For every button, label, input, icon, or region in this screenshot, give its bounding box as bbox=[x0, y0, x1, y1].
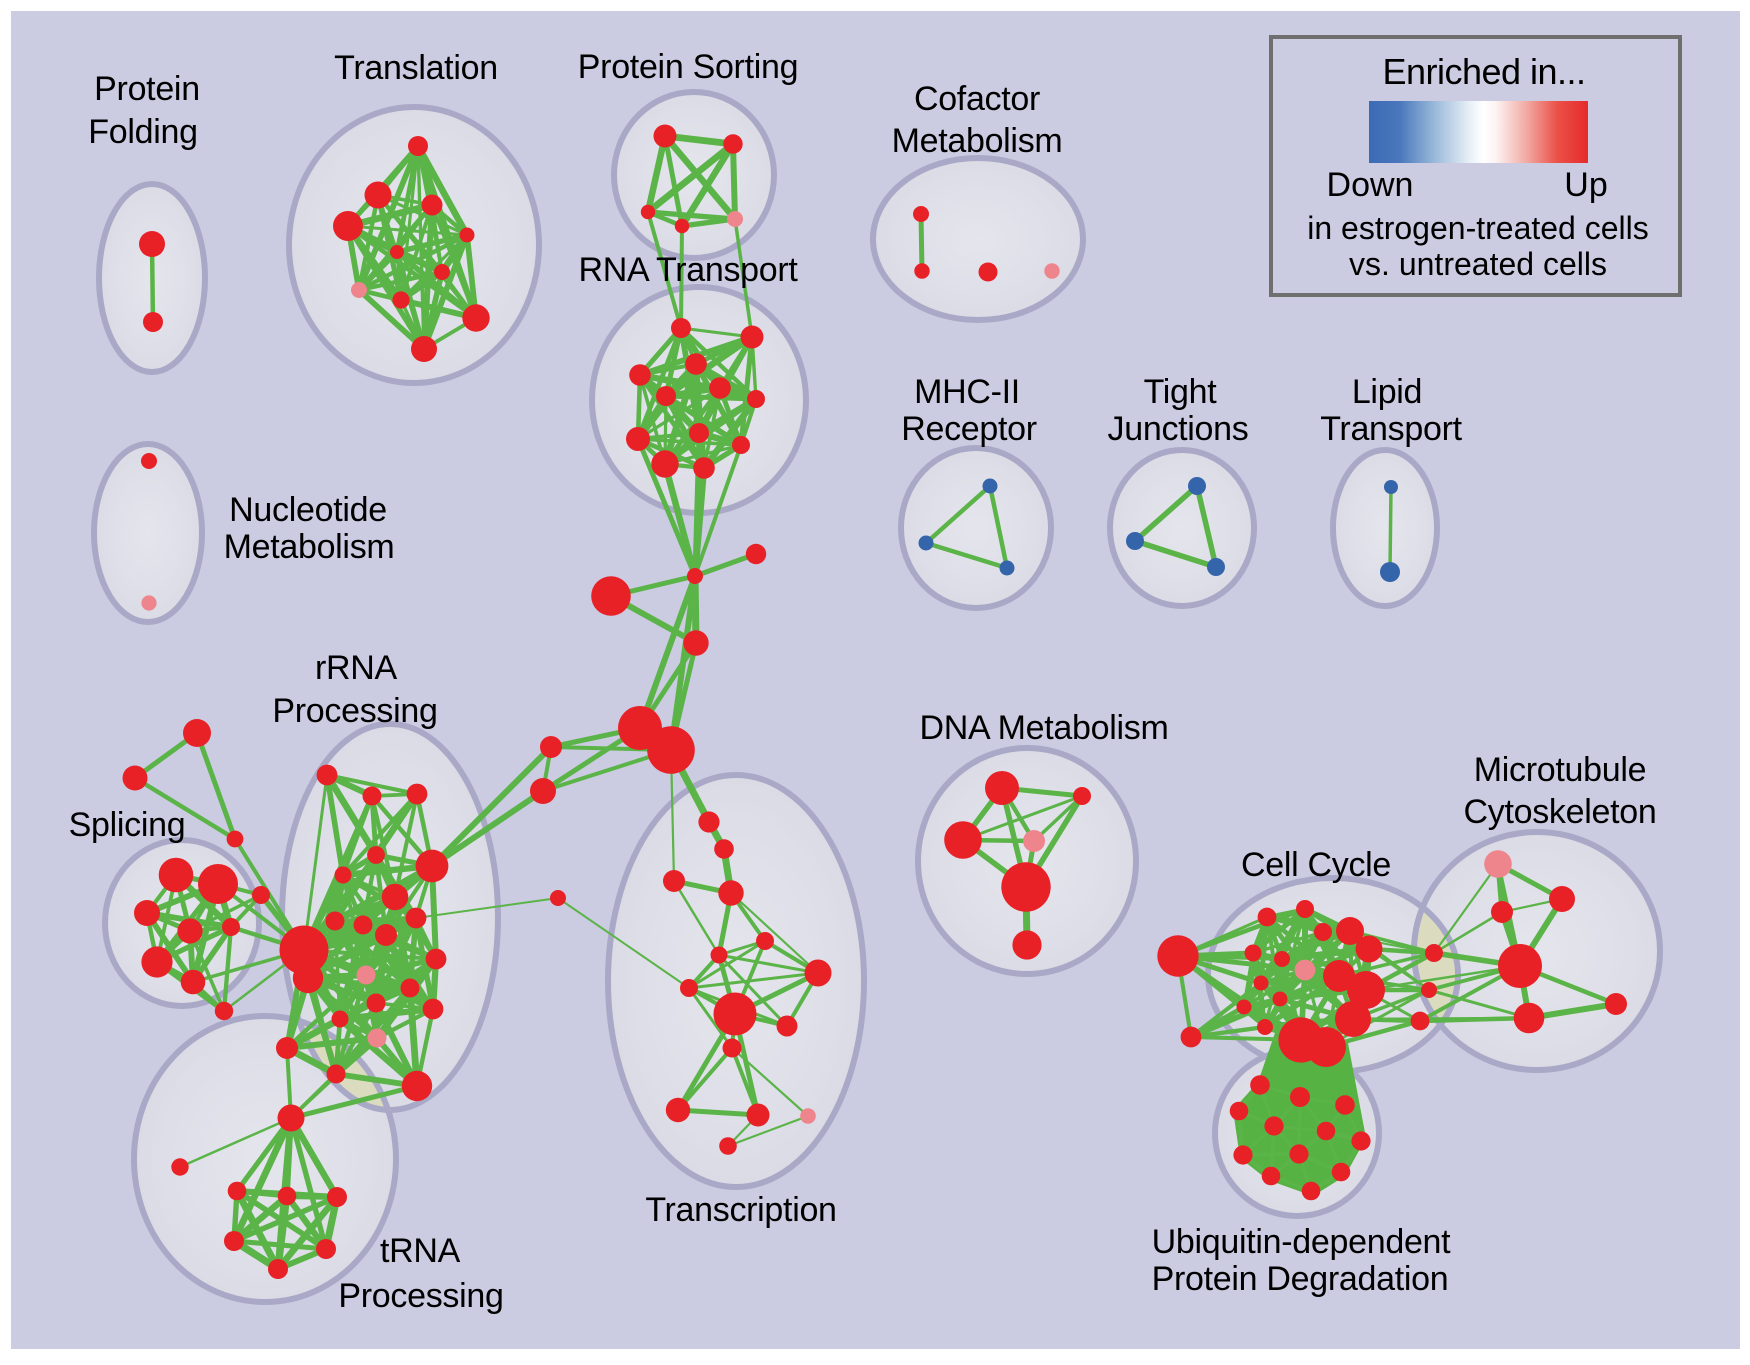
svg-text:Splicing: Splicing bbox=[69, 806, 186, 844]
svg-text:Cell Cycle: Cell Cycle bbox=[1241, 846, 1391, 884]
svg-text:Metabolism: Metabolism bbox=[892, 122, 1063, 160]
svg-text:Protein Degradation: Protein Degradation bbox=[1152, 1260, 1449, 1298]
svg-text:Nucleotide: Nucleotide bbox=[229, 491, 387, 529]
svg-text:Tight: Tight bbox=[1144, 373, 1218, 411]
svg-text:DNA Metabolism: DNA Metabolism bbox=[920, 709, 1169, 747]
svg-text:Junctions: Junctions bbox=[1108, 410, 1249, 448]
svg-text:Translation: Translation bbox=[334, 49, 498, 87]
svg-text:Receptor: Receptor bbox=[901, 410, 1037, 448]
svg-text:Lipid: Lipid bbox=[1352, 373, 1422, 411]
svg-text:Down: Down bbox=[1327, 166, 1414, 204]
svg-text:in estrogen-treated cells: in estrogen-treated cells bbox=[1307, 210, 1649, 246]
svg-text:Transcription: Transcription bbox=[645, 1191, 836, 1229]
svg-text:rRNA: rRNA bbox=[315, 649, 398, 687]
svg-text:Processing: Processing bbox=[272, 692, 437, 730]
svg-text:Cofactor: Cofactor bbox=[914, 80, 1040, 118]
svg-text:Transport: Transport bbox=[1320, 410, 1462, 448]
svg-text:Protein: Protein bbox=[94, 70, 200, 108]
svg-text:MHC-II: MHC-II bbox=[914, 373, 1020, 411]
svg-text:tRNA: tRNA bbox=[380, 1232, 461, 1270]
svg-text:Ubiquitin-dependent: Ubiquitin-dependent bbox=[1152, 1223, 1451, 1261]
svg-text:Processing: Processing bbox=[338, 1277, 503, 1315]
svg-text:RNA Transport: RNA Transport bbox=[578, 251, 798, 289]
svg-text:Folding: Folding bbox=[88, 113, 197, 151]
svg-text:Cytoskeleton: Cytoskeleton bbox=[1464, 793, 1657, 831]
svg-text:Protein Sorting: Protein Sorting bbox=[578, 48, 798, 86]
svg-text:Enriched in...: Enriched in... bbox=[1382, 51, 1585, 92]
svg-text:Up: Up bbox=[1564, 166, 1607, 204]
svg-text:Microtubule: Microtubule bbox=[1474, 751, 1646, 789]
svg-text:Metabolism: Metabolism bbox=[224, 528, 395, 566]
svg-text:vs. untreated cells: vs. untreated cells bbox=[1349, 246, 1607, 282]
